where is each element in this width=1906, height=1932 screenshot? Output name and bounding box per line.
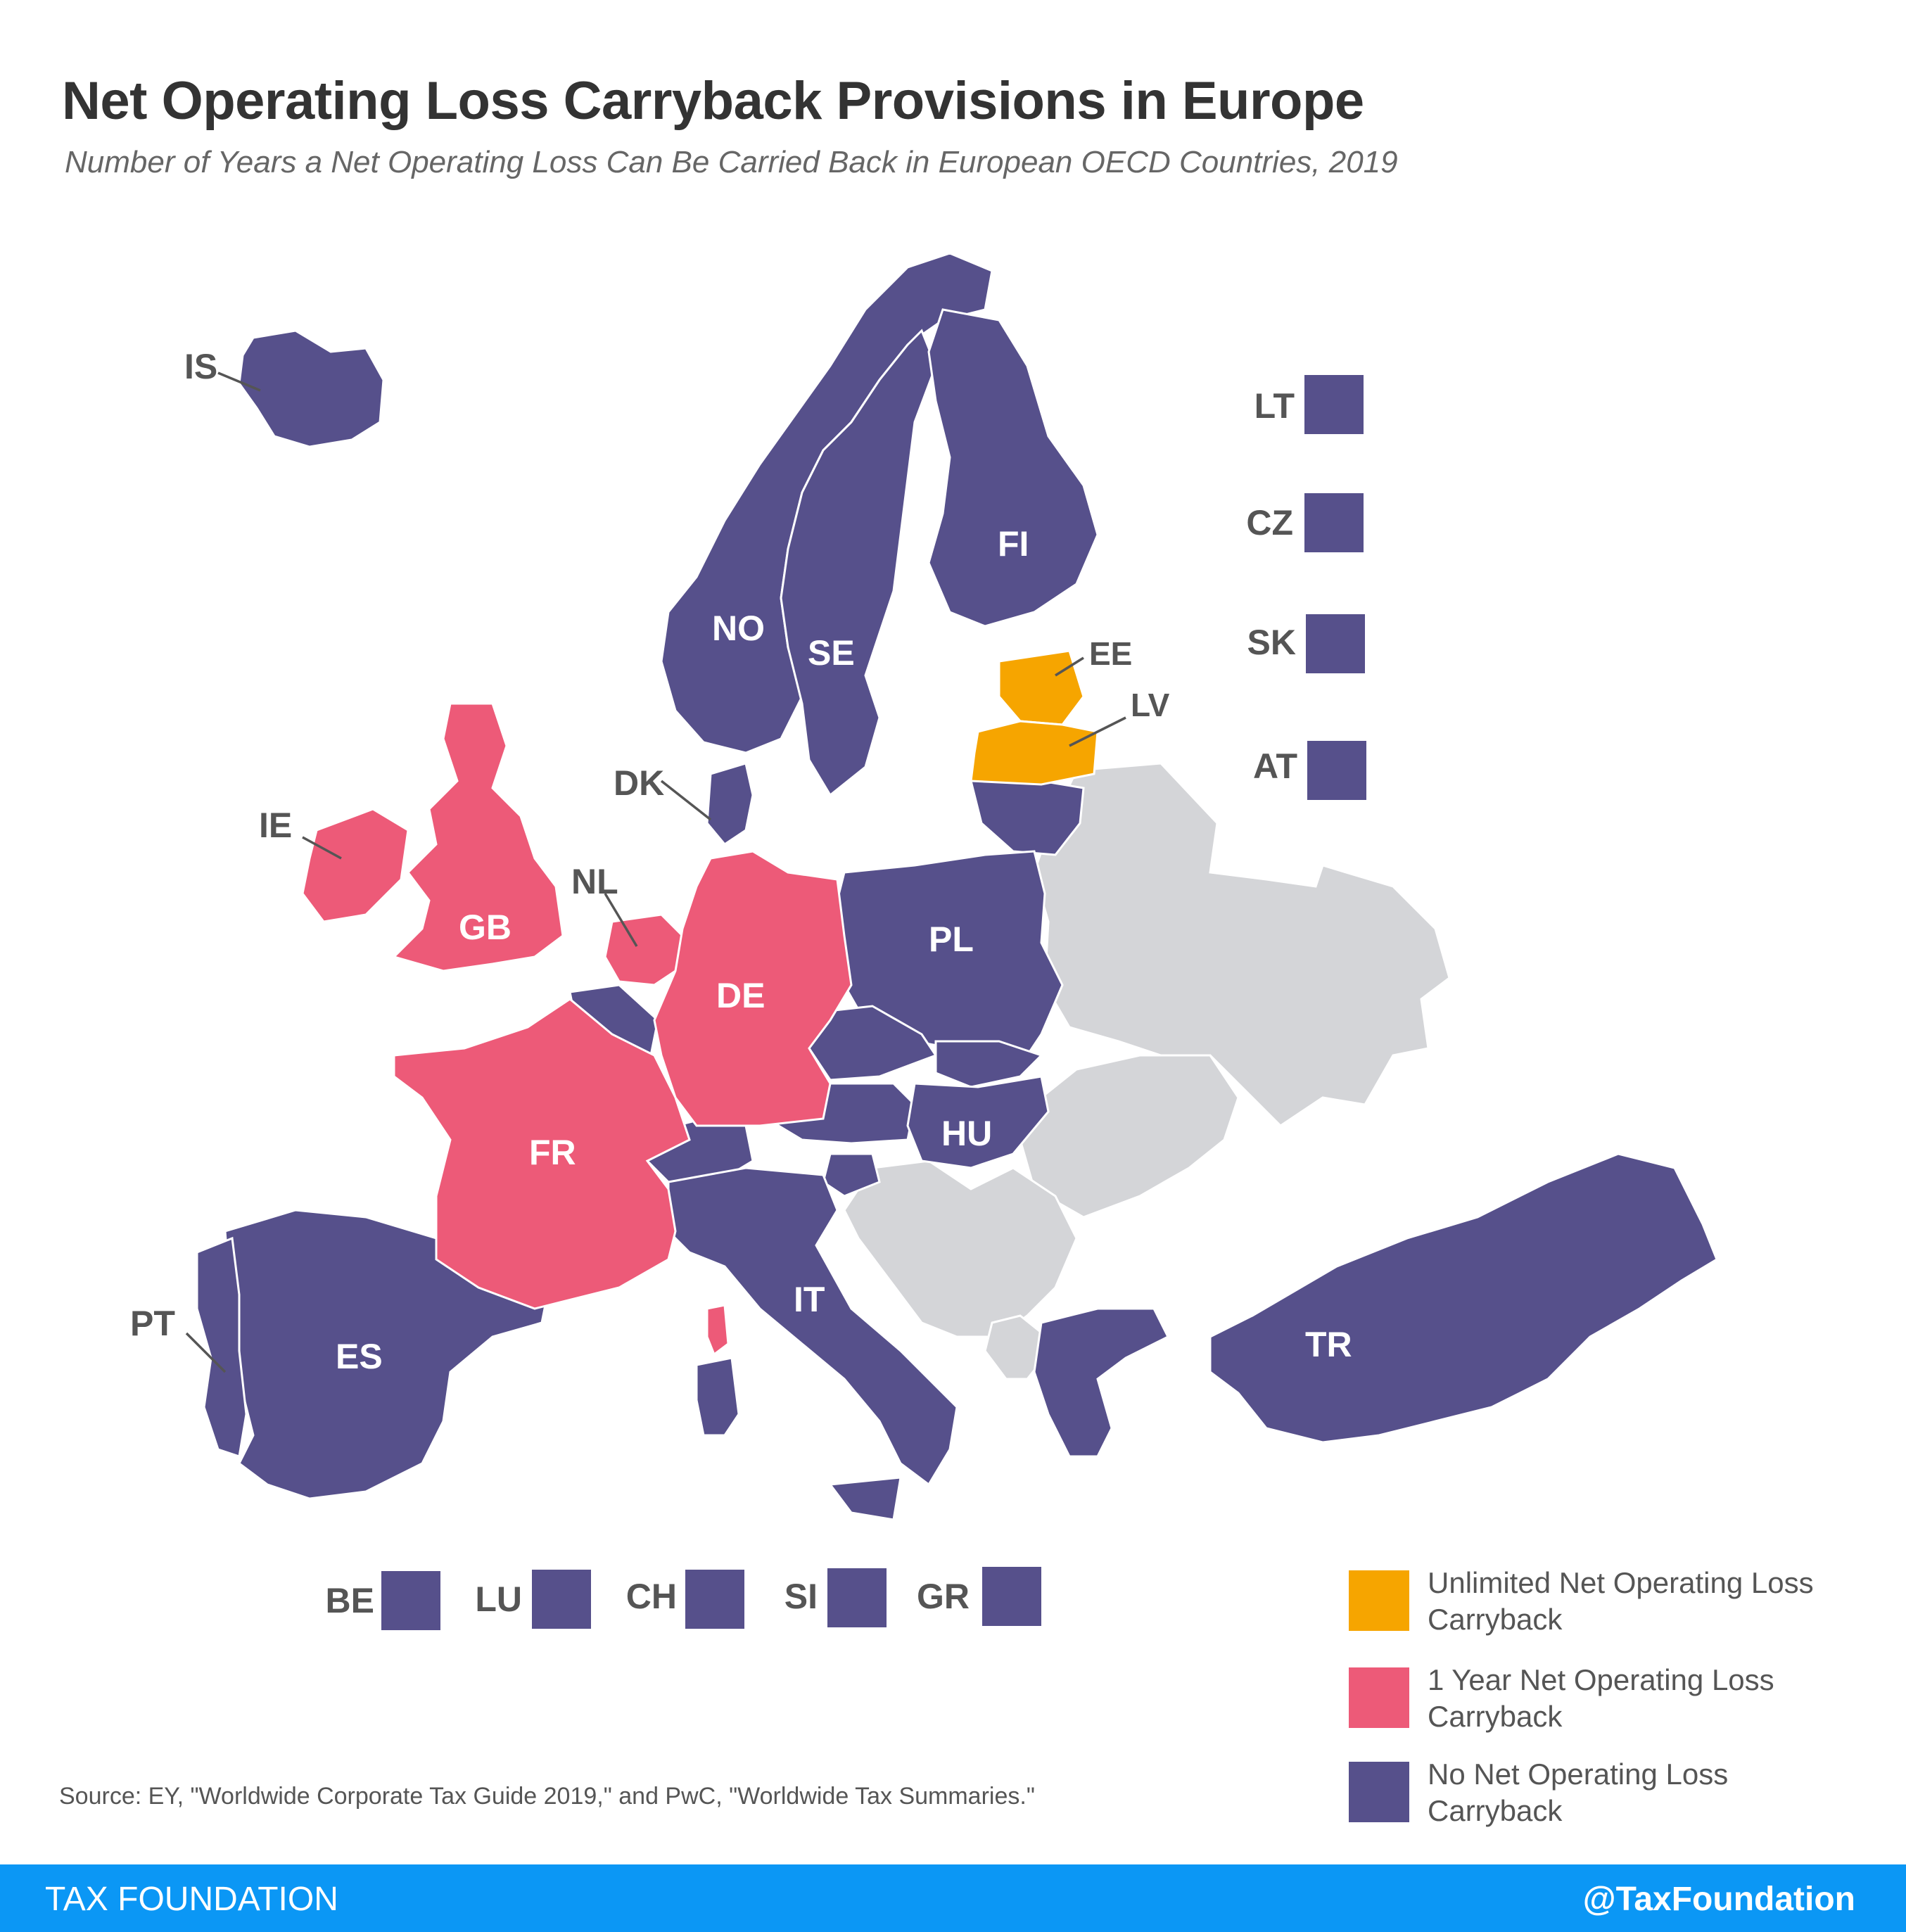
hungary-shape (906, 1075, 1050, 1169)
square-label-cz: CZ (1246, 503, 1293, 542)
label-se: SE (808, 633, 855, 673)
label-de: DE (716, 976, 765, 1015)
label-lv: LV (1131, 687, 1170, 723)
square-label-be: BE (325, 1581, 374, 1620)
page-title: Net Operating Loss Carryback Provisions … (62, 71, 1364, 131)
latvia-shape (970, 720, 1099, 786)
label-ee: EE (1089, 635, 1132, 672)
square-at (1307, 741, 1366, 800)
label-leader-lines (185, 371, 1126, 1373)
square-cz (1304, 493, 1364, 552)
label-hu: HU (941, 1114, 992, 1153)
great-britain-shape (392, 702, 564, 972)
footer-brand: TAX FOUNDATION (45, 1881, 338, 1918)
label-tr: TR (1305, 1325, 1352, 1364)
italy-shape (667, 1167, 958, 1487)
label-pt: PT (130, 1304, 175, 1343)
square-be (381, 1571, 440, 1630)
square-ch (685, 1570, 744, 1629)
legend-swatch-one-year (1349, 1667, 1409, 1728)
label-no: NO (712, 609, 765, 648)
france-shape (393, 998, 691, 1310)
legend-label-none: No Net Operating Loss Carryback (1428, 1758, 1729, 1827)
label-ie: IE (259, 806, 292, 845)
label-fi: FI (998, 524, 1029, 564)
label-is: IS (184, 347, 217, 386)
greece-shape (1033, 1307, 1170, 1458)
square-sk (1306, 614, 1365, 673)
square-label-lt: LT (1254, 386, 1295, 426)
source-note: Source: EY, "Worldwide Corporate Tax Gui… (59, 1783, 1035, 1810)
square-lu (532, 1570, 591, 1629)
netherlands-shape (604, 913, 684, 986)
finland-shape (927, 308, 1099, 628)
square-gr (982, 1567, 1041, 1626)
footer-twitter-handle[interactable]: @TaxFoundation (1582, 1881, 1855, 1918)
label-it: IT (794, 1280, 825, 1319)
label-nl: NL (571, 862, 618, 901)
germany-shape (653, 850, 853, 1127)
square-label-sk: SK (1247, 623, 1296, 662)
label-fr: FR (529, 1133, 576, 1172)
square-label-si: SI (784, 1577, 818, 1616)
legend-label-one-year: 1 Year Net Operating Loss Carryback (1428, 1663, 1774, 1733)
ireland-shape (301, 808, 409, 923)
square-si (827, 1568, 887, 1627)
legend-swatch-none (1349, 1762, 1409, 1822)
square-label-lu: LU (475, 1580, 522, 1619)
square-label-gr: GR (917, 1577, 970, 1616)
footer-bar: TAX FOUNDATION @TaxFoundation (0, 1864, 1906, 1932)
label-gb: GB (459, 908, 512, 947)
turkey-shape (1209, 1152, 1718, 1444)
label-pl: PL (929, 920, 974, 959)
square-label-at: AT (1253, 746, 1297, 786)
non-oecd-region (843, 762, 1451, 1380)
sweden-shape (780, 329, 937, 797)
corsica-shape (706, 1304, 730, 1356)
estonia-shape (998, 649, 1085, 726)
square-lt (1304, 375, 1364, 434)
portugal-shape (196, 1236, 248, 1458)
sardinia-shape (695, 1356, 740, 1437)
iceland-shape (238, 329, 385, 448)
label-es: ES (336, 1337, 383, 1376)
page-subtitle: Number of Years a Net Operating Loss Can… (65, 145, 1398, 179)
sicily-shape (828, 1476, 902, 1521)
no-carryback-countries (196, 252, 1718, 1521)
unlimited-carryback-countries (970, 649, 1099, 786)
label-dk: DK (614, 763, 664, 803)
country-labels: IS NO SE FI EE LV DK IE GB NL DE PL FR H… (130, 347, 1352, 1376)
square-label-ch: CH (625, 1577, 677, 1616)
slovakia-shape (934, 1040, 1043, 1088)
legend-swatch-unlimited (1349, 1570, 1409, 1631)
poland-shape (829, 850, 1064, 1057)
legend-label-unlimited: Unlimited Net Operating Loss Carryback (1428, 1566, 1814, 1636)
denmark-shape (706, 762, 754, 846)
one-year-carryback-countries (301, 702, 853, 1356)
